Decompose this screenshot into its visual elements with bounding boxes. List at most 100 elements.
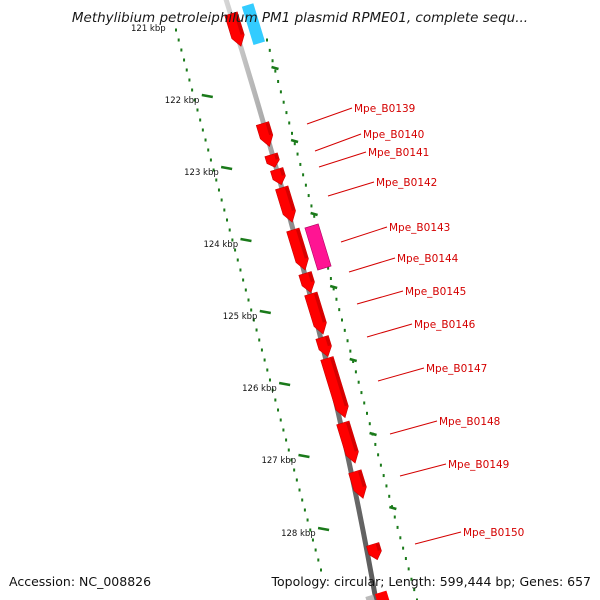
cds-feature-arrow[interactable] <box>366 542 383 561</box>
gene-label[interactable]: Mpe_B0148 <box>439 416 500 428</box>
ruler-dot <box>335 297 338 301</box>
label-leader-line <box>306 107 353 125</box>
gene-label[interactable]: Mpe_B0141 <box>368 147 429 159</box>
cds-feature-arrow[interactable] <box>348 469 370 501</box>
ruler-dot <box>285 111 288 115</box>
ruler-major-tick <box>220 165 233 171</box>
ruler-dot <box>287 448 290 452</box>
ruler-dot <box>277 79 280 83</box>
ruler-dot <box>404 557 407 561</box>
ruler-dot <box>366 411 368 415</box>
ruler-dot <box>363 401 366 405</box>
ruler-dot <box>217 188 220 192</box>
ruler-dot <box>271 388 274 392</box>
cds-feature-arrow[interactable] <box>270 167 287 186</box>
ruler-dot <box>201 128 204 132</box>
ruler-dot <box>279 418 282 422</box>
ruler-dot <box>368 422 371 426</box>
kbp-label: 127 kbp <box>261 456 296 466</box>
ruler-dot <box>260 348 263 352</box>
label-leader-line <box>340 226 388 243</box>
ruler-dot <box>268 378 271 382</box>
ruler-dot <box>327 266 330 270</box>
cds-feature-arrow[interactable] <box>224 11 247 48</box>
cds-feature-arrow[interactable] <box>264 152 281 169</box>
ruler-dot <box>183 58 186 62</box>
gene-label[interactable]: Mpe_B0144 <box>397 253 459 265</box>
ruler-dot <box>302 173 305 177</box>
ruler-dot <box>247 298 250 302</box>
label-leader-line <box>348 257 396 273</box>
cds-feature-arrow[interactable] <box>298 271 317 295</box>
label-leader-line <box>314 133 362 152</box>
ruler-dot <box>223 208 226 212</box>
ruler-dot <box>293 468 296 472</box>
plasmid-backbone <box>223 0 379 600</box>
cds-feature-arrow[interactable] <box>275 185 299 224</box>
ruler-major-tick <box>389 505 397 511</box>
label-leader-line <box>356 290 404 305</box>
ruler-dot <box>282 428 285 432</box>
ruler-dot <box>266 368 269 372</box>
cds-feature-arrow[interactable] <box>315 335 334 359</box>
ruler-dot <box>239 268 242 272</box>
ruler-dot <box>382 474 385 478</box>
ruler-dot <box>416 598 418 600</box>
gene-label[interactable]: Mpe_B0146 <box>414 319 476 331</box>
gene-label[interactable]: Mpe_B0143 <box>389 222 450 234</box>
ruler-major-tick <box>271 65 279 71</box>
ruler-dot <box>379 463 382 467</box>
ruler-dot <box>226 218 229 222</box>
cds-feature-arrow[interactable] <box>365 590 393 600</box>
map-title: Methylibium petroleiphilum PM1 plasmid R… <box>71 10 529 26</box>
feature-arrow-blue[interactable] <box>241 3 266 45</box>
cds-feature-arrow[interactable] <box>304 291 330 336</box>
ruler-major-tick <box>298 453 310 459</box>
ruler-dot <box>293 142 296 146</box>
ruler-dot <box>204 138 207 142</box>
ruler-dot <box>274 398 277 402</box>
label-leader-line <box>318 151 367 168</box>
ruler-major-tick <box>240 237 252 243</box>
cds-feature-arrow[interactable] <box>336 420 362 465</box>
ruler-dot <box>255 328 258 332</box>
ruler-dot <box>332 287 335 291</box>
ruler-dot <box>282 100 285 104</box>
ruler-dot <box>209 158 212 162</box>
ruler-major-tick <box>259 309 272 315</box>
ruler-dot <box>236 258 239 262</box>
ruler-dot <box>263 358 266 362</box>
ruler-major-tick <box>201 93 214 99</box>
gene-label[interactable]: Mpe_B0140 <box>363 129 424 141</box>
gene-label[interactable]: Mpe_B0147 <box>426 363 487 375</box>
label-leader-line <box>414 531 462 545</box>
ruler-dot <box>354 370 357 374</box>
ruler-dot <box>346 339 349 343</box>
ruler-dot <box>268 48 271 52</box>
ruler-dot <box>374 442 377 446</box>
ruler-dot <box>396 525 399 529</box>
cds-feature-arrow[interactable] <box>320 356 352 419</box>
ruler-dot <box>271 59 274 63</box>
ruler-dot <box>185 68 188 72</box>
ruler-dot <box>352 359 355 363</box>
rna-feature[interactable] <box>304 223 332 271</box>
ruler-dot <box>295 478 298 482</box>
gene-label[interactable]: Mpe_B0139 <box>354 103 415 115</box>
ruler-dot <box>313 214 316 218</box>
ruler-major-tick <box>278 381 291 387</box>
ruler-dot <box>388 494 391 498</box>
cds-feature-arrow[interactable] <box>286 227 312 272</box>
gene-label[interactable]: Mpe_B0149 <box>448 459 509 471</box>
ruler-dot <box>207 148 210 152</box>
gene-label[interactable]: Mpe_B0145 <box>405 286 466 298</box>
gene-label[interactable]: Mpe_B0150 <box>463 527 524 539</box>
ruler-dot <box>175 28 177 32</box>
ruler-dot <box>402 546 405 550</box>
gene-label[interactable]: Mpe_B0142 <box>376 177 437 189</box>
ruler-dot <box>279 90 282 94</box>
ruler-dot <box>385 484 388 488</box>
cds-feature-arrow[interactable] <box>255 121 275 149</box>
